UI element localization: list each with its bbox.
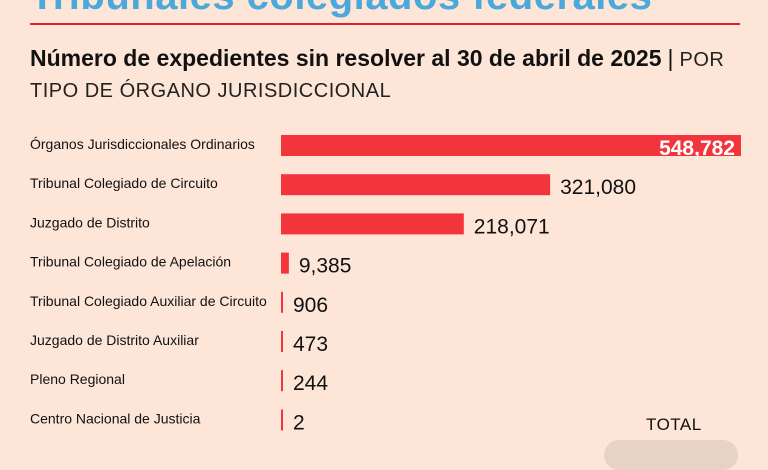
value-label: 2 bbox=[293, 411, 305, 434]
value-label: 548,782 bbox=[659, 137, 735, 160]
bar-chart: Órganos Jurisdiccionales Ordinarios 548,7… bbox=[30, 135, 741, 434]
value-label: 321,080 bbox=[560, 176, 636, 199]
bar bbox=[281, 409, 283, 431]
category-label: Centro Nacional de Justicia bbox=[30, 410, 201, 426]
bar bbox=[281, 331, 283, 352]
chart-subtitle: POR TIPO DE ÓRGANO JURISDICCIONAL bbox=[30, 49, 725, 102]
category-label: Órganos Jurisdiccionales Ordinarios bbox=[30, 136, 255, 152]
value-label: 906 bbox=[293, 294, 328, 317]
bar bbox=[281, 370, 283, 392]
category-label: Tribunal Colegiado de Apelación bbox=[30, 254, 231, 270]
category-label: Tribunal Colegiado Auxiliar de Circuito bbox=[30, 293, 267, 309]
band-title: Tribunales colegiados federales bbox=[30, 0, 652, 19]
title-rule bbox=[30, 23, 740, 25]
category-label: Pleno Regional bbox=[30, 371, 125, 387]
bar bbox=[281, 291, 283, 313]
bar bbox=[281, 252, 289, 274]
chart-title: Número de expedientes sin resolver al 30… bbox=[30, 45, 662, 71]
value-label: 218,071 bbox=[474, 215, 550, 238]
bar bbox=[281, 174, 551, 196]
value-label: 473 bbox=[293, 333, 328, 356]
chart-heading: Número de expedientes sin resolver al 30… bbox=[30, 44, 750, 106]
bar bbox=[281, 135, 741, 156]
value-label: 9,385 bbox=[299, 255, 352, 278]
category-label: Juzgado de Distrito Auxiliar bbox=[30, 332, 199, 348]
title-separator: | bbox=[667, 45, 674, 71]
value-label: 244 bbox=[293, 372, 328, 395]
total-label: TOTAL bbox=[646, 415, 702, 434]
category-label: Tribunal Colegiado de Circuito bbox=[30, 175, 218, 191]
category-label: Juzgado de Distrito bbox=[30, 214, 150, 230]
bar bbox=[281, 213, 464, 235]
total-value-box bbox=[604, 440, 738, 470]
